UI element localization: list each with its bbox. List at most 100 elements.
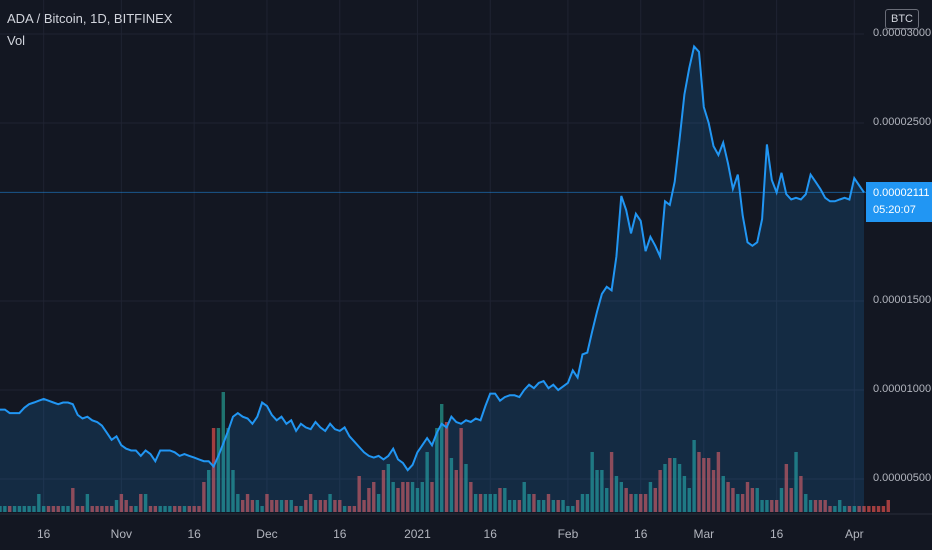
volume-bar: [760, 500, 764, 512]
volume-bar: [391, 482, 395, 512]
volume-bar: [643, 494, 648, 512]
volume-bar: [609, 452, 614, 512]
price-line: [0, 44, 865, 472]
volume-bar: [546, 494, 551, 512]
volume-bar: [551, 500, 556, 512]
volume-bar: [410, 482, 415, 512]
volume-bar: [605, 488, 609, 512]
volume-bar: [420, 482, 424, 512]
volume-bar: [143, 494, 148, 512]
currency-badge[interactable]: BTC: [885, 9, 919, 29]
volume-bar: [207, 470, 211, 512]
volume-bar: [872, 506, 876, 512]
volume-bar: [289, 500, 293, 512]
volume-bar: [362, 500, 366, 512]
volume-bar: [318, 500, 323, 512]
volume-bar: [706, 458, 711, 512]
volume-bar: [32, 506, 36, 512]
volume-bar: [464, 464, 468, 512]
volume-bar: [95, 506, 99, 512]
volume-bar: [731, 488, 735, 512]
volume-bar: [648, 482, 653, 512]
volume-bar: [566, 506, 570, 512]
volume-bar: [571, 506, 575, 512]
volume-bar: [333, 500, 337, 512]
volume-bar: [168, 506, 172, 512]
volume-bar: [634, 494, 638, 512]
volume-bar: [799, 476, 803, 512]
volume-bar: [105, 506, 109, 512]
volume-bar: [342, 506, 347, 512]
volume-bar: [595, 470, 599, 512]
volume-bar: [313, 500, 318, 512]
volume-bar: [770, 500, 774, 512]
volume-bar: [308, 494, 313, 512]
volume-bar: [124, 500, 128, 512]
volume-bar: [449, 458, 454, 512]
volume-bar: [187, 506, 192, 512]
volume-bar: [202, 482, 206, 512]
volume-bar: [75, 506, 80, 512]
volume-bar: [245, 494, 250, 512]
volume-bar: [454, 470, 458, 512]
volume-bars: [0, 392, 890, 512]
price-scale-label: 0.00003000: [873, 27, 932, 39]
volume-bar: [304, 500, 308, 512]
volume-bar: [857, 506, 861, 512]
volume-bar: [697, 452, 701, 512]
volume-bar: [440, 404, 444, 512]
volume-bar: [90, 506, 94, 512]
volume-bar: [663, 464, 667, 512]
volume-bar: [804, 494, 808, 512]
volume-bar: [507, 500, 512, 512]
volume-bar: [614, 476, 619, 512]
volume-bar: [876, 506, 881, 512]
volume-bar: [41, 506, 46, 512]
price-scale-label: 0.00002500: [873, 116, 932, 128]
volume-bar: [867, 506, 871, 512]
volume-bar: [478, 494, 483, 512]
volume-bar: [711, 470, 716, 512]
volume-bar: [231, 470, 235, 512]
price-area-fill: [0, 46, 864, 512]
volume-bar: [808, 500, 813, 512]
volume-bar: [56, 506, 60, 512]
volume-bar: [493, 494, 497, 512]
volume-bar: [537, 500, 541, 512]
volume-bar: [488, 494, 492, 512]
volume-bar: [629, 494, 633, 512]
volume-bar: [284, 500, 289, 512]
volume-bar: [512, 500, 517, 512]
volume-bar: [381, 470, 386, 512]
volume-bar: [17, 506, 22, 512]
volume-bar: [260, 506, 264, 512]
volume-bar: [522, 482, 526, 512]
volume-bar: [736, 494, 740, 512]
volume-bar: [158, 506, 162, 512]
volume-bar: [80, 506, 85, 512]
time-axis-label: Mar: [693, 527, 715, 541]
volume-bar: [192, 506, 196, 512]
volume-bar: [265, 494, 269, 512]
volume-bar: [580, 494, 585, 512]
price-scale-label: 0.00000500: [873, 472, 932, 484]
time-axis-label: Dec: [256, 527, 278, 541]
volume-bar: [406, 482, 410, 512]
volume-bar: [279, 500, 284, 512]
volume-label: Vol: [7, 33, 26, 48]
volume-bar: [813, 500, 818, 512]
volume-bar: [357, 476, 361, 512]
grid-lines: [0, 0, 864, 512]
volume-bar: [503, 488, 507, 512]
volume-bar: [624, 488, 628, 512]
volume-bar: [498, 488, 502, 512]
time-axis-label: 16: [634, 527, 648, 541]
volume-bar: [668, 458, 672, 512]
volume-bar: [182, 506, 187, 512]
volume-bar: [226, 428, 230, 512]
volume-bar: [561, 500, 565, 512]
volume-bar: [541, 500, 546, 512]
price-scale-label: 0.00001000: [873, 383, 932, 395]
chart-title: ADA / Bitcoin, 1D, BITFINEX: [7, 11, 173, 26]
